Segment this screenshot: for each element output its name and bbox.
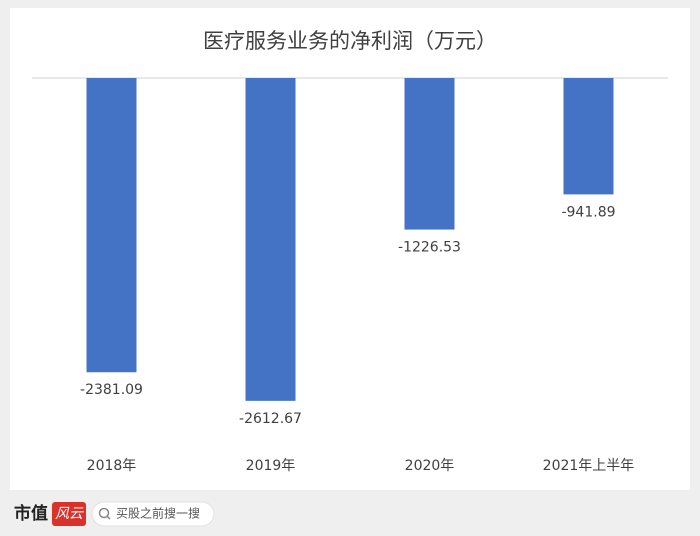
search-box[interactable] — [91, 501, 215, 527]
x-tick-label: 2021年上半年 — [543, 458, 635, 474]
data-label: -1226.53 — [398, 240, 461, 256]
data-label: -941.89 — [561, 204, 615, 220]
bar — [245, 78, 296, 401]
brand-mark-box — [52, 502, 86, 526]
search-placeholder[interactable]: 买股之前搜一搜 — [116, 506, 200, 521]
brand-mark: 风云 — [55, 506, 84, 522]
search-icon-handle — [106, 515, 111, 520]
x-tick-label: 2020年 — [405, 458, 455, 474]
chart-title: 医疗服务业务的净利润（万元） — [203, 29, 497, 53]
data-label: -2381.09 — [80, 382, 143, 398]
bar — [86, 78, 137, 373]
bar — [404, 78, 455, 230]
brand: 市值 — [14, 503, 48, 524]
data-label: -2612.67 — [239, 411, 302, 427]
search-icon — [98, 507, 110, 519]
x-tick-label: 2018年 — [87, 458, 137, 474]
bar — [563, 78, 614, 195]
x-tick-label: 2019年 — [246, 458, 296, 474]
